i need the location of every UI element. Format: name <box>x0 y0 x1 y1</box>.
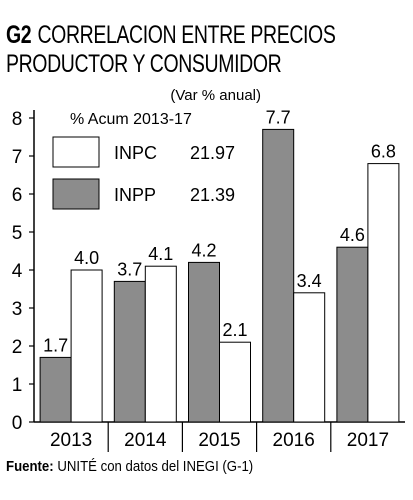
legend-swatch-inpc <box>52 136 100 168</box>
bar-inpp <box>39 356 72 423</box>
data-label-inpp: 4.2 <box>191 240 216 260</box>
legend-value-inpc: 21.97 <box>190 143 235 163</box>
y-tick-label: 6 <box>12 185 23 206</box>
legend-title: % Acum 2013-17 <box>70 111 192 128</box>
bars: 1.7 4.0 3.7 4.1 4.2 2.1 7.7 3.4 4.6 6.8 <box>39 107 400 423</box>
legend-value-inpp: 21.39 <box>190 185 235 205</box>
y-tick-label: 1 <box>12 375 23 396</box>
legend-label-inpp: INPP <box>114 185 156 205</box>
legend-swatch-inpp <box>52 178 100 210</box>
data-label-inpc: 4.1 <box>148 244 173 264</box>
bar-inpc <box>367 163 400 423</box>
source-label: Fuente: <box>6 458 54 475</box>
data-label-inpp: 1.7 <box>43 335 68 355</box>
x-tick-label: 2016 <box>273 430 315 451</box>
y-tick-label: 5 <box>12 223 23 244</box>
y-tick-label: 3 <box>12 299 23 320</box>
bar-inpc <box>293 292 326 423</box>
chart-subtitle: (Var % anual) <box>170 87 261 104</box>
bar-inpp <box>262 128 295 423</box>
data-label-inpc: 6.8 <box>371 142 396 162</box>
bar-inpc <box>144 265 177 423</box>
data-label-inpc: 2.1 <box>222 320 247 340</box>
x-tick-label: 2017 <box>347 430 389 451</box>
bar-inpc <box>70 269 103 423</box>
y-tick-label: 7 <box>12 147 23 168</box>
chart-code: G2 <box>6 21 32 49</box>
bar-inpp <box>336 246 369 423</box>
x-tick-label: 2014 <box>124 430 167 451</box>
y-tick-label: 2 <box>12 337 23 358</box>
chart-title-line-2: PRODUCTOR Y CONSUMIDOR <box>6 50 282 78</box>
x-tick-label: 2013 <box>50 430 92 451</box>
y-tick-label: 4 <box>12 261 23 282</box>
y-tick-label: 8 <box>12 109 23 130</box>
data-label-inpp: 7.7 <box>266 107 291 127</box>
data-label-inpp: 3.7 <box>117 259 142 279</box>
source-note: Fuente: UNITÉ con datos del INEGI (G-1) <box>6 458 253 475</box>
bar-inpp <box>113 280 146 423</box>
legend: INPC 21.97 INPP 21.39 <box>52 136 235 210</box>
bar-inpc <box>219 341 251 423</box>
source-text: UNITÉ con datos del INEGI (G-1) <box>57 458 254 475</box>
bar-inpp <box>188 261 220 423</box>
data-label-inpc: 3.4 <box>297 271 322 291</box>
legend-label-inpc: INPC <box>114 143 157 163</box>
chart-title-line-1: G2 CORRELACION ENTRE PRECIOS <box>6 21 336 49</box>
data-label-inpc: 4.0 <box>74 248 99 268</box>
y-tick-label: 0 <box>12 413 23 434</box>
data-label-inpp: 4.6 <box>340 225 365 245</box>
chart-title-text-1: CORRELACION ENTRE PRECIOS <box>37 21 336 49</box>
x-tick-label: 2015 <box>198 430 240 451</box>
